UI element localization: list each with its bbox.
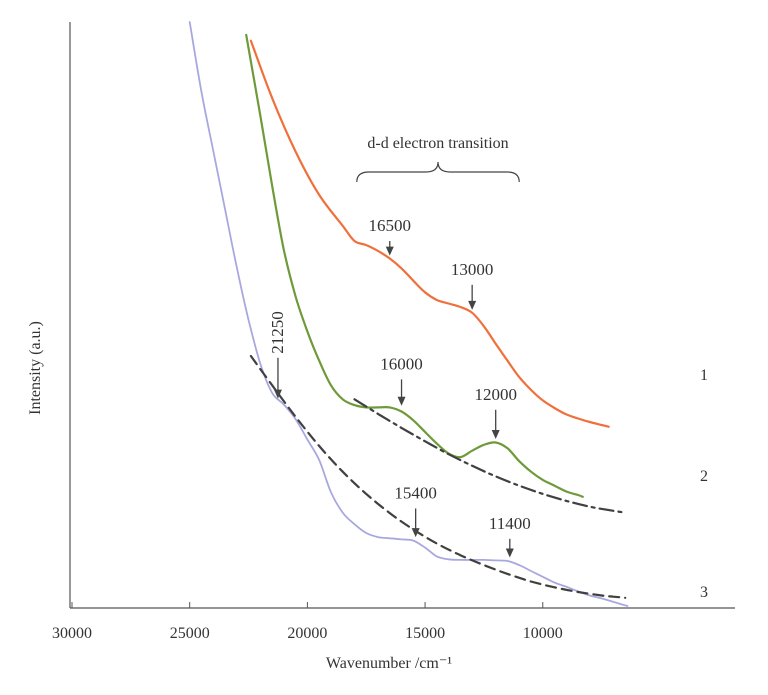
x-tick-label-25000: 25000 [170, 625, 210, 642]
annotation-label-12000: 12000 [474, 385, 517, 404]
annotation-label-16000: 16000 [380, 354, 423, 373]
x-tick-label-30000: 30000 [52, 625, 92, 642]
series-1-line [249, 39, 610, 428]
annotations: 16500 13000 21250 16000 12000 15400 11400 d-d e… [268, 135, 531, 558]
series-2-baseline-line [353, 398, 627, 514]
annotation-label-16500: 16500 [369, 216, 412, 235]
annotation-label-21250: 21250 [268, 311, 287, 354]
annotation-arrowhead-12000 [491, 429, 500, 439]
annotation-arrowhead-15400 [411, 528, 420, 538]
series-2-label: 2 [700, 468, 708, 485]
series-3-label: 3 [700, 584, 708, 601]
annotation-arrowhead-21250 [273, 389, 282, 399]
annotation-label-11400: 11400 [489, 514, 531, 533]
y-axis-title: Intensity (a.u.) [27, 321, 44, 415]
annotation-arrowhead-11400 [505, 548, 514, 558]
annotation-arrowhead-13000 [468, 300, 477, 310]
dd-transition-label: d-d electron transition [367, 135, 508, 152]
dd-transition-bracket [356, 161, 520, 183]
curves: 1 2 3 [188, 21, 708, 607]
annotation-label-13000: 13000 [451, 260, 494, 279]
annotation-arrowhead-16500 [385, 246, 394, 256]
annotation-arrowhead-16000 [397, 396, 406, 406]
x-tick-label-15000: 15000 [405, 625, 445, 642]
series-1-label: 1 [700, 367, 708, 384]
axes: 30000 25000 20000 15000 10000 [52, 22, 735, 642]
series-3-line [188, 21, 629, 607]
annotation-label-15400: 15400 [394, 483, 437, 502]
x-tick-label-20000: 20000 [287, 625, 327, 642]
x-tick-label-10000: 10000 [523, 625, 563, 642]
x-axis-title: Wavenumber /cm⁻¹ [326, 655, 452, 672]
series-3-baseline-line [249, 354, 627, 599]
series-2-line [245, 33, 584, 498]
